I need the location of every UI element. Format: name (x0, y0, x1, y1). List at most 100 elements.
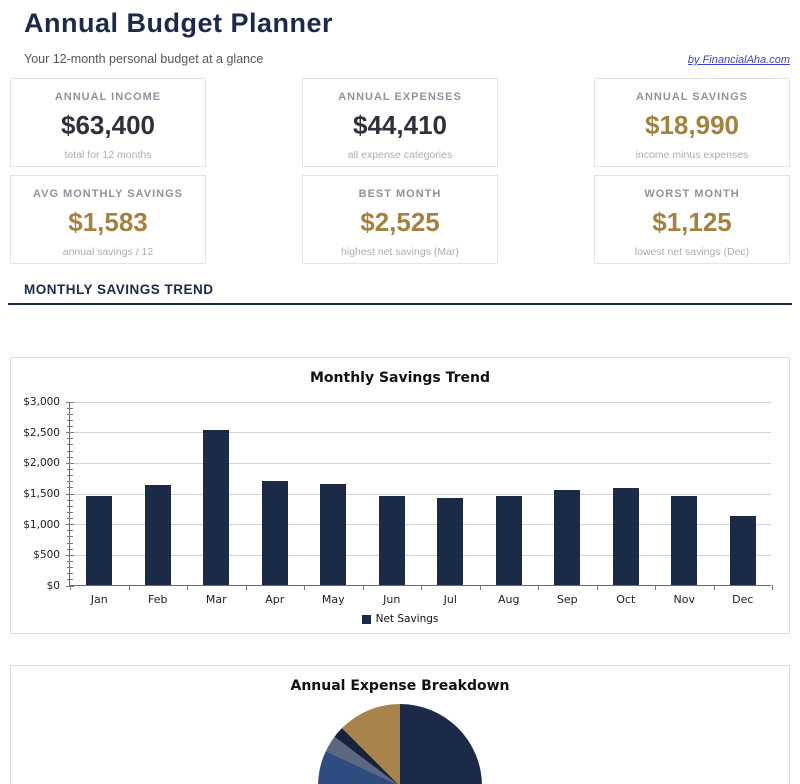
x-axis-label-aug: Aug (498, 593, 520, 606)
bar-jun (378, 496, 405, 585)
y-axis-tick-label: $3,000 (23, 396, 60, 408)
x-axis-tick (128, 585, 130, 590)
x-axis-tick (304, 585, 305, 590)
legend-swatch-net-savings (361, 614, 371, 624)
gridline (70, 432, 771, 434)
y-axis-tick-label: $2,500 (23, 426, 60, 439)
y-axis-tick (66, 524, 74, 526)
stat-caption: income minus expenses (635, 149, 749, 161)
savings-trend-chart-card: Monthly Savings Trend $0 $500 $1,000 $1,500… (10, 357, 790, 634)
stat-card-annual-expenses: ANNUAL EXPENSES $44,410 all expense cate… (302, 78, 498, 167)
y-axis-minor-tick (67, 426, 73, 428)
stat-value: $2,525 (360, 207, 440, 237)
y-axis-tick-label: $1,000 (23, 518, 60, 531)
stat-card-annual-savings: ANNUAL SAVINGS $18,990 income minus expe… (594, 78, 790, 167)
stat-value: $1,125 (652, 207, 732, 237)
y-axis-minor-tick (67, 468, 73, 470)
y-axis-minor-tick (67, 444, 73, 446)
bar-jul (437, 497, 464, 585)
x-axis-tick (538, 585, 539, 590)
y-axis-minor-tick (67, 505, 73, 507)
stat-value: $63,400 (61, 110, 155, 140)
stat-card-best-month: BEST MONTH $2,525 highest net savings (M… (302, 175, 498, 264)
x-axis-label-mar: Mar (205, 593, 227, 606)
stat-label: BEST MONTH (358, 188, 442, 200)
bar-dec (729, 516, 756, 585)
y-axis-tick (66, 554, 74, 556)
legend-label: Net Savings (375, 613, 439, 625)
stat-caption: annual savings / 12 (62, 246, 154, 258)
expense-breakdown-chart-card: Annual Expense Breakdown (10, 665, 790, 784)
x-axis-tick (70, 585, 71, 590)
section-header-monthly-savings-trend: MONTHLY SAVINGS TREND (8, 282, 792, 305)
y-axis-minor-tick (67, 487, 73, 489)
stats-grid: ANNUAL INCOME $63,400 total for 12 month… (10, 78, 790, 264)
x-axis-tick (713, 585, 715, 590)
x-axis-tick (772, 585, 773, 590)
page-header: Annual Budget Planner Your 12-month pers… (0, 0, 800, 66)
stat-value: $44,410 (353, 110, 447, 140)
x-axis-label-feb: Feb (148, 593, 168, 606)
bar-chart-plot-area: $0 $500 $1,000 $1,500 $2,000 $2,500 $3,000 Jan F… (23, 396, 773, 606)
y-axis-minor-tick (67, 481, 73, 483)
gridline (70, 554, 771, 556)
x-axis-label-may: May (321, 593, 345, 606)
y-axis-tick (66, 401, 74, 403)
x-axis-label-oct: Oct (616, 593, 636, 606)
subtitle-row: Your 12-month personal budget at a glanc… (24, 52, 790, 66)
y-axis-minor-tick (67, 407, 73, 409)
stat-caption: highest net savings (Mar) (341, 246, 459, 258)
page-title: Annual Budget Planner (24, 8, 334, 38)
y-axis-tick (66, 432, 74, 434)
stat-label: WORST MONTH (644, 188, 740, 200)
y-axis-minor-tick (67, 450, 73, 452)
x-axis-label-nov: Nov (673, 593, 695, 606)
stat-label: ANNUAL EXPENSES (338, 91, 462, 103)
stat-value: $1,583 (68, 207, 148, 237)
gridline (70, 493, 771, 495)
stat-caption: total for 12 months (64, 149, 152, 161)
gridline (70, 524, 771, 526)
bar-chart-title: Monthly Savings Trend (309, 370, 491, 386)
y-axis-minor-tick (67, 413, 73, 415)
stat-caption: all expense categories (347, 149, 453, 161)
y-axis-minor-tick (67, 475, 73, 477)
y-axis-minor-tick (67, 499, 73, 501)
y-axis-minor-tick (67, 579, 73, 581)
bar-mar (203, 430, 230, 585)
y-axis-minor-tick (67, 542, 73, 544)
gridline (70, 462, 771, 464)
y-axis-minor-tick (67, 573, 73, 575)
y-axis-tick (66, 462, 74, 464)
bar-nov (671, 495, 698, 585)
x-axis-tick (421, 585, 422, 590)
stat-label: AVG MONTHLY SAVINGS (32, 188, 183, 200)
bar-jan (86, 495, 113, 585)
stat-value: $18,990 (645, 110, 739, 140)
y-axis-tick-label: $0 (46, 580, 60, 592)
x-axis-label-sep: Sep (556, 593, 578, 606)
y-axis-tick-label: $2,000 (23, 457, 60, 470)
y-axis-minor-tick (67, 438, 73, 440)
x-axis-tick (245, 585, 247, 590)
y-axis-minor-tick (67, 419, 73, 421)
x-axis-tick (655, 585, 656, 590)
x-axis-tick (479, 585, 481, 590)
section-title: MONTHLY SAVINGS TREND (24, 282, 214, 297)
attribution-link[interactable]: by FinancialAha.com (687, 54, 790, 66)
stat-caption: lowest net savings (Dec) (634, 246, 750, 258)
stat-card-avg-monthly-savings: AVG MONTHLY SAVINGS $1,583 annual saving… (10, 175, 206, 264)
y-axis-minor-tick (67, 511, 73, 513)
stat-label: ANNUAL INCOME (54, 91, 162, 103)
pie-chart-title: Annual Expense Breakdown (290, 678, 510, 694)
stat-label: ANNUAL SAVINGS (636, 91, 748, 103)
y-axis-minor-tick (67, 567, 73, 569)
y-axis-minor-tick (67, 518, 73, 520)
y-axis-minor-tick (67, 456, 73, 458)
page-subtitle: Your 12-month personal budget at a glanc… (24, 52, 264, 66)
x-axis-label-dec: Dec (732, 593, 754, 606)
gridline (70, 401, 771, 403)
y-axis-tick-label: $1,500 (23, 488, 60, 500)
bar-aug (495, 495, 522, 585)
expense-breakdown-pie (318, 704, 482, 784)
